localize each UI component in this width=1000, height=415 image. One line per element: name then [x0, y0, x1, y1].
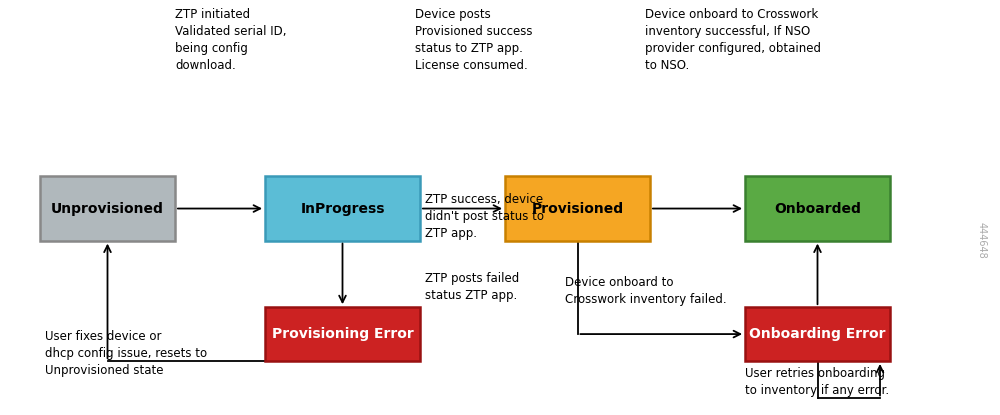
Text: Onboarded: Onboarded	[774, 202, 861, 215]
FancyBboxPatch shape	[40, 176, 175, 241]
Text: ZTP initiated
Validated serial ID,
being config
download.: ZTP initiated Validated serial ID, being…	[175, 8, 287, 72]
Text: Device onboard to
Crosswork inventory failed.: Device onboard to Crosswork inventory fa…	[565, 276, 727, 306]
FancyBboxPatch shape	[265, 307, 420, 361]
FancyBboxPatch shape	[505, 176, 650, 241]
Text: Unprovisioned: Unprovisioned	[51, 202, 164, 215]
Text: User retries onboarding
to inventory if any error.: User retries onboarding to inventory if …	[745, 367, 889, 397]
Text: 444648: 444648	[977, 222, 987, 259]
Text: User fixes device or
dhcp config issue, resets to
Unprovisioned state: User fixes device or dhcp config issue, …	[45, 330, 207, 377]
Text: ZTP posts failed
status ZTP app.: ZTP posts failed status ZTP app.	[425, 272, 519, 302]
Text: ZTP success, device
didn't post status to
ZTP app.: ZTP success, device didn't post status t…	[425, 193, 544, 240]
Text: InProgress: InProgress	[300, 202, 385, 215]
Text: Provisioned: Provisioned	[531, 202, 624, 215]
Text: Provisioning Error: Provisioning Error	[272, 327, 413, 341]
Text: Device onboard to Crosswork
inventory successful, If NSO
provider configured, ob: Device onboard to Crosswork inventory su…	[645, 8, 821, 72]
Text: Onboarding Error: Onboarding Error	[749, 327, 886, 341]
FancyBboxPatch shape	[745, 307, 890, 361]
FancyBboxPatch shape	[265, 176, 420, 241]
Text: Device posts
Provisioned success
status to ZTP app.
License consumed.: Device posts Provisioned success status …	[415, 8, 532, 72]
FancyBboxPatch shape	[745, 176, 890, 241]
